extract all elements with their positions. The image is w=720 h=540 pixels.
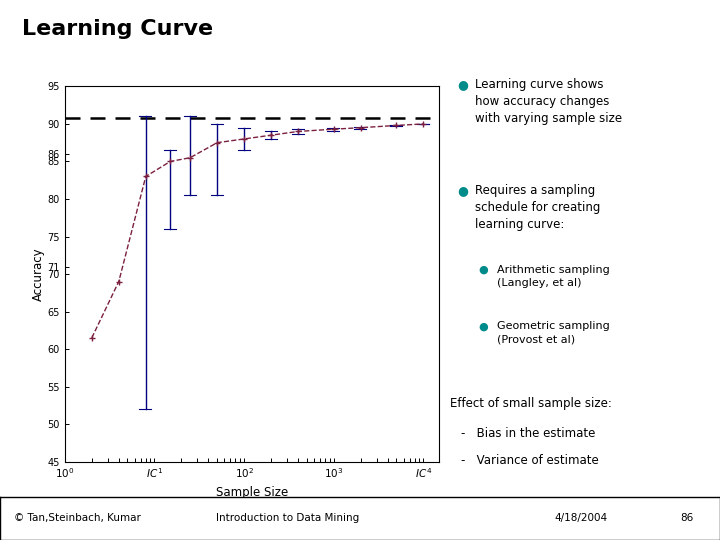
Text: Requires a sampling
schedule for creating
learning curve:: Requires a sampling schedule for creatin… bbox=[475, 184, 600, 231]
Text: ●: ● bbox=[479, 265, 489, 275]
X-axis label: Sample Size: Sample Size bbox=[216, 486, 288, 499]
Text: © Tan,Steinbach, Kumar: © Tan,Steinbach, Kumar bbox=[14, 514, 141, 523]
Text: ●: ● bbox=[457, 184, 468, 197]
Y-axis label: Accuracy: Accuracy bbox=[32, 247, 45, 301]
Text: ●: ● bbox=[457, 78, 468, 91]
Text: -   Variance of estimate: - Variance of estimate bbox=[461, 454, 598, 467]
Text: Arithmetic sampling
(Langley, et al): Arithmetic sampling (Langley, et al) bbox=[497, 265, 610, 288]
Text: Introduction to Data Mining: Introduction to Data Mining bbox=[217, 514, 359, 523]
Text: -   Bias in the estimate: - Bias in the estimate bbox=[461, 427, 595, 440]
Text: Learning curve shows
how accuracy changes
with varying sample size: Learning curve shows how accuracy change… bbox=[475, 78, 622, 125]
Text: 86: 86 bbox=[680, 514, 693, 523]
Text: 4/18/2004: 4/18/2004 bbox=[554, 514, 608, 523]
Text: Geometric sampling
(Provost et al): Geometric sampling (Provost et al) bbox=[497, 321, 610, 345]
Text: Effect of small sample size:: Effect of small sample size: bbox=[450, 397, 612, 410]
Text: ●: ● bbox=[479, 321, 489, 332]
Text: Learning Curve: Learning Curve bbox=[22, 19, 212, 39]
